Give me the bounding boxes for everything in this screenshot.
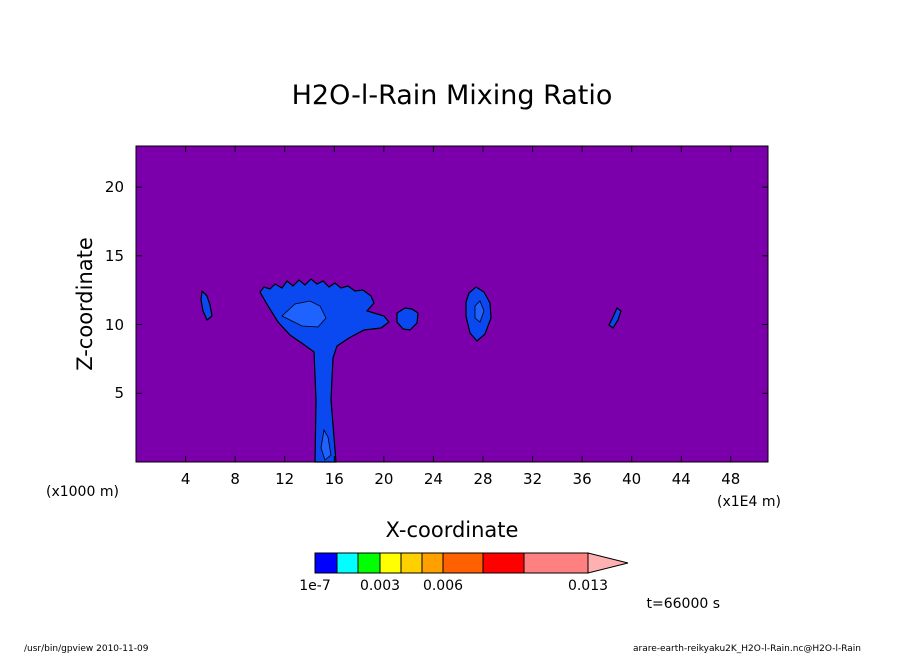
rain-contours <box>200 278 622 463</box>
y-tick-labels: 5 10 15 20 <box>105 178 124 402</box>
colorbar-label: 0.006 <box>423 578 463 594</box>
colorbar-arrow <box>587 552 629 574</box>
y-unit-label: (x1000 m) <box>46 484 119 500</box>
colorbar-swatch <box>357 552 381 574</box>
time-label: t=66000 s <box>647 596 721 612</box>
chart-title: H2O-l-Rain Mixing Ratio <box>292 80 613 111</box>
y-tick-label: 15 <box>105 247 124 265</box>
x-tick-label: 28 <box>473 470 492 488</box>
x-tick-label: 4 <box>181 470 191 488</box>
x-tick-label: 36 <box>573 470 592 488</box>
footer-left: /usr/bin/gpview 2010-11-09 <box>24 644 149 654</box>
colorbar-label: 1e-7 <box>299 578 330 594</box>
colorbar-swatch <box>421 552 444 574</box>
colorbar-label: 0.003 <box>360 578 400 594</box>
colorbar-swatch <box>482 552 525 574</box>
colorbar-swatch <box>379 552 402 574</box>
colorbar <box>314 552 629 574</box>
x-tick-label: 40 <box>622 470 641 488</box>
x-unit-label: (x1E4 m) <box>717 494 781 510</box>
colorbar-swatch <box>442 552 484 574</box>
colorbar-label: 0.013 <box>568 578 608 594</box>
x-tick-label: 12 <box>275 470 294 488</box>
colorbar-labels: 1e-7 0.003 0.006 0.013 <box>299 578 608 594</box>
x-tick-labels: 4 8 12 16 20 24 28 32 36 40 44 48 <box>181 470 741 488</box>
x-tick-label: 24 <box>424 470 443 488</box>
colorbar-swatch <box>336 552 359 574</box>
y-tick-label: 10 <box>105 316 124 334</box>
y-axis-label: Z-coordinate <box>73 237 97 371</box>
footer-right: arare-earth-reikyaku2K_H2O-l-Rain.nc@H2O… <box>633 644 861 654</box>
y-tick-label: 5 <box>114 384 124 402</box>
rain-cell-x6 <box>200 289 213 321</box>
x-tick-label: 32 <box>523 470 542 488</box>
rain-cell-x22 <box>396 307 419 331</box>
x-tick-label: 44 <box>672 470 691 488</box>
colorbar-swatch <box>314 552 338 574</box>
x-tick-label: 20 <box>374 470 393 488</box>
x-axis-label: X-coordinate <box>386 518 519 542</box>
axis-ticks <box>136 146 768 462</box>
plot-area <box>135 145 769 463</box>
x-tick-label: 16 <box>325 470 344 488</box>
colorbar-swatch <box>400 552 423 574</box>
colorbar-swatch <box>523 552 589 574</box>
x-tick-label: 48 <box>721 470 740 488</box>
rain-cell-x28-core <box>474 300 485 323</box>
x-tick-label: 8 <box>230 470 240 488</box>
inner-core-column <box>320 428 332 461</box>
main-rain-column <box>259 278 390 463</box>
inner-core <box>281 300 327 328</box>
rain-cell-x39 <box>608 307 622 329</box>
y-tick-label: 20 <box>105 178 124 196</box>
